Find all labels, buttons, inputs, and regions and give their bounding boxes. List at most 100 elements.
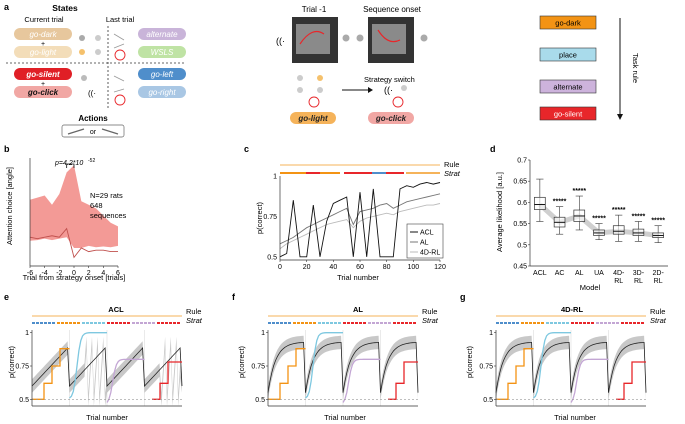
pill-strategy-from	[290, 112, 336, 124]
plus-2: +	[41, 81, 45, 88]
pill-alternate-label: alternate	[146, 30, 178, 39]
lamp-light-icon	[317, 75, 323, 81]
g-blue-curve	[533, 332, 571, 399]
task-rule-go-dark	[539, 15, 597, 30]
chart-g: 0.5 0.75 1	[479, 315, 647, 407]
e-blue-curve	[69, 332, 107, 399]
lever-left-icon	[67, 128, 85, 135]
actions-title: Actions	[78, 114, 108, 123]
d-y-tick-label: 0.55	[513, 221, 527, 228]
g-mean-line	[495, 341, 647, 393]
lever-right-icon	[101, 128, 119, 135]
chart-d: ACL*****AC*****AL*****UA*****4D-RL*****3…	[513, 158, 668, 285]
pill-go-dark	[14, 28, 72, 40]
d-x-tick-label-2: RL	[634, 278, 643, 285]
b-x-tick-label: 2	[87, 270, 91, 277]
b-x-tick-label: -2	[56, 270, 62, 277]
pill-go-silent	[14, 68, 72, 80]
panel-a: a States Current trial Last trial go-dar…	[4, 2, 640, 138]
strategy-label: Strategy switch	[364, 75, 415, 84]
pill-strategy-to	[368, 112, 414, 124]
pill-go-silent-label: go-silent	[25, 70, 60, 79]
g-orange-curve	[496, 348, 534, 400]
d-x-tick-label: AL	[575, 270, 584, 277]
lamp-icon	[297, 87, 303, 93]
e-xlabel: Trial number	[86, 413, 128, 422]
d-significance-stars: *****	[632, 213, 646, 220]
b-x-tick-label: -4	[42, 270, 48, 277]
d-x-tick-label: 4D-	[613, 270, 625, 277]
d-significance-stars: *****	[572, 188, 586, 195]
c-x-tick-label: 100	[407, 264, 419, 271]
c-strat-label: Strat	[444, 169, 461, 178]
d-significance-stars: *****	[553, 199, 567, 206]
g-strat-label: Strat	[650, 316, 667, 325]
c-line-al	[279, 193, 441, 245]
g-y-tick-label: 0.5	[483, 397, 493, 404]
d-significance-stars: *****	[651, 218, 665, 225]
b-significance-bracket	[66, 163, 75, 168]
chart-f: 0.5 0.75 1	[251, 315, 419, 407]
pill-wsls-label: WSLS	[151, 48, 174, 57]
no-reward-icon	[308, 96, 320, 108]
task-rule-go-silent-label: go-silent	[554, 110, 583, 119]
task-rule-place	[539, 47, 597, 62]
speaker-icon	[342, 34, 350, 42]
lamp-icon	[317, 87, 323, 93]
no-reward-icon	[392, 96, 404, 108]
panel-letter-c: c	[244, 144, 249, 154]
pill-alternate	[138, 28, 186, 40]
c-ylabel: p(correct)	[255, 201, 264, 234]
b-x-tick-label: 0	[72, 270, 76, 277]
e-y-tick-label: 0.5	[19, 397, 29, 404]
current-trial-label: Current trial	[24, 15, 64, 24]
pill-go-right-label: go-right	[148, 88, 176, 97]
d-x-tick-label: ACL	[533, 270, 547, 277]
g-rule-label: Rule	[650, 307, 665, 316]
chart-c: 0 20 40 60 80 100 120 0.5 0.75 1	[263, 174, 446, 272]
rat-action-icon	[113, 33, 125, 41]
e-ylabel: p(correct)	[7, 345, 16, 378]
c-x-tick-label: 120	[434, 264, 446, 271]
g-ylabel: p(correct)	[465, 345, 474, 378]
d-y-tick-label: 0.5	[517, 242, 527, 249]
c-x-tick-label: 80	[383, 264, 391, 271]
panel-letter-d: d	[490, 144, 496, 154]
b-band-area	[30, 165, 118, 248]
f-orange-curve	[268, 348, 306, 400]
arrow-down-icon	[617, 114, 623, 120]
f-mean-line	[267, 341, 419, 393]
c-line-4d-rl	[279, 203, 441, 250]
pill-go-left	[138, 68, 186, 80]
lamp-icon	[95, 49, 101, 55]
pill-strategy-to-label: go-click	[375, 114, 407, 123]
b-xlabel: Trial from strategy onset [trials]	[23, 273, 126, 282]
pill-go-click-label: go-click	[27, 88, 59, 97]
d-x-tick-label-2: RL	[614, 278, 623, 285]
no-reward-icon	[114, 49, 126, 61]
panel-letter-b: b	[4, 144, 10, 154]
e-purple-curve	[106, 358, 145, 403]
c-y-tick-label: 0.75	[263, 214, 277, 221]
panel-letter-g: g	[460, 292, 466, 302]
lamp-icon	[297, 75, 303, 81]
last-trial-label: Last trial	[106, 15, 135, 24]
sound-icon: ((·	[384, 85, 393, 95]
e-orange-curve	[32, 348, 70, 400]
f-y-tick-label: 0.75	[251, 364, 265, 371]
f-blue-curve	[305, 332, 343, 399]
b-n-sequences-label: sequences	[90, 211, 127, 220]
rat-action-icon	[113, 88, 125, 93]
pill-strategy-from-label: go-light	[297, 114, 328, 123]
chart-e: 0.5 0.75 1	[15, 315, 183, 407]
panel-g: g 4D-RL Rule Strat p(correct) Trial numb…	[460, 292, 667, 422]
speaker-icon	[81, 75, 87, 81]
b-x-tick-label: 4	[101, 270, 105, 277]
pill-go-right	[138, 86, 186, 98]
task-rule-go-silent	[539, 106, 597, 121]
d-y-tick-label: 0.45	[513, 264, 527, 271]
g-purple-curve	[570, 358, 609, 403]
video-trajectory	[299, 31, 325, 45]
sequence-onset-label: Sequence onset	[363, 5, 422, 14]
